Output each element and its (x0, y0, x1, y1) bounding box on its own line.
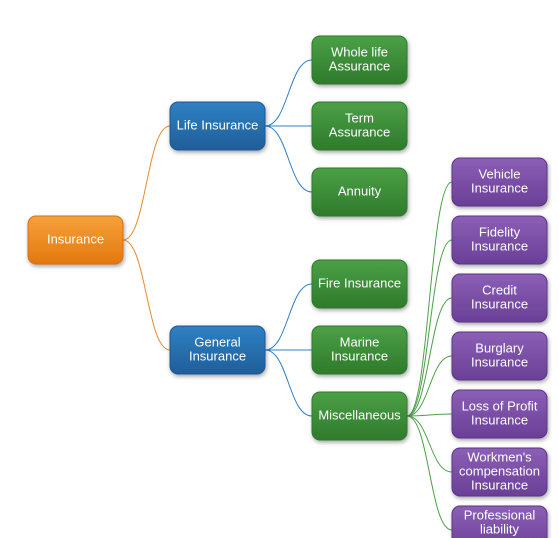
node-label: Insurance (471, 180, 528, 195)
edge (123, 126, 170, 240)
node-workmen: Workmen'scompensationInsurance (452, 448, 547, 496)
node-life: Life Insurance (170, 102, 265, 150)
node-label: Insurance (471, 296, 528, 311)
node-label: Whole life (331, 44, 388, 59)
node-term: TermAssurance (312, 102, 407, 150)
node-fire: Fire Insurance (312, 260, 407, 308)
node-label: Burglary (475, 340, 524, 355)
edge (265, 284, 312, 350)
nodes-layer: InsuranceLife InsuranceGeneralInsuranceW… (28, 36, 547, 538)
node-fidelity: FidelityInsurance (452, 216, 547, 264)
node-prof: ProfessionalliabilityInsurance (452, 506, 547, 538)
edge (265, 350, 312, 416)
node-label: Insurance (471, 238, 528, 253)
node-label: Fidelity (479, 224, 521, 239)
node-label: Insurance (471, 477, 528, 492)
edge (407, 416, 452, 530)
node-label: Loss of Profit (462, 398, 538, 413)
node-label: Workmen's (467, 449, 532, 464)
node-label: Miscellaneous (318, 407, 401, 422)
node-label: Assurance (329, 124, 390, 139)
node-label: liability (480, 521, 520, 536)
node-label: Fire Insurance (318, 275, 401, 290)
node-loss: Loss of ProfitInsurance (452, 390, 547, 438)
edge (265, 60, 312, 126)
node-label: Term (345, 110, 374, 125)
edge (407, 182, 452, 416)
node-marine: MarineInsurance (312, 326, 407, 374)
node-label: Insurance (471, 412, 528, 427)
node-label: Insurance (331, 348, 388, 363)
node-annuity: Annuity (312, 168, 407, 216)
node-credit: CreditInsurance (452, 274, 547, 322)
node-general: GeneralInsurance (170, 326, 265, 374)
node-burglary: BurglaryInsurance (452, 332, 547, 380)
edge (407, 240, 452, 416)
node-label: Vehicle (479, 166, 521, 181)
node-label: General (194, 334, 240, 349)
node-label: Annuity (338, 183, 382, 198)
edge (407, 298, 452, 416)
node-label: Credit (482, 282, 517, 297)
node-label: Life Insurance (177, 117, 259, 132)
node-misc: Miscellaneous (312, 392, 407, 440)
node-label: Marine (340, 334, 380, 349)
node-label: Professional (464, 507, 536, 522)
node-vehicle: VehicleInsurance (452, 158, 547, 206)
node-label: Insurance (189, 348, 246, 363)
node-root: Insurance (28, 216, 123, 264)
edge (123, 240, 170, 350)
node-whole: Whole lifeAssurance (312, 36, 407, 84)
edge (265, 126, 312, 192)
node-label: compensation (459, 463, 540, 478)
node-label: Insurance (471, 354, 528, 369)
edge (407, 416, 452, 472)
insurance-tree-diagram: InsuranceLife InsuranceGeneralInsuranceW… (0, 0, 558, 538)
node-label: Assurance (329, 58, 390, 73)
node-label: Insurance (47, 231, 104, 246)
